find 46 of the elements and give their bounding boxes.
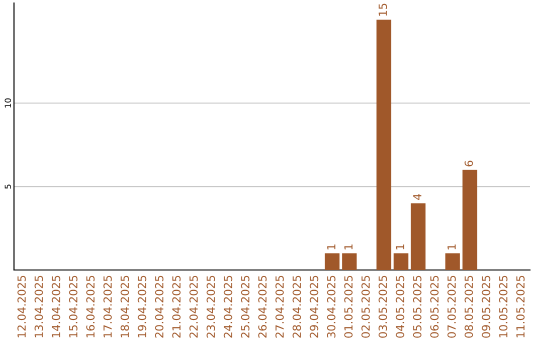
x-tick-label: 11.05.2025 [516, 276, 525, 338]
bar [410, 203, 426, 270]
x-tick-label: 26.04.2025 [258, 276, 267, 338]
x-tick-label: 29.04.2025 [310, 276, 318, 338]
x-tick-label: 18.04.2025 [120, 276, 130, 338]
x-tick-label: 21.04.2025 [172, 276, 181, 338]
x-tick-label: 24.04.2025 [224, 276, 232, 338]
x-tick-label: 07.05.2025 [447, 276, 456, 338]
data-label: 15 [378, 4, 388, 16]
data-label: 1 [396, 244, 404, 250]
x-tick-label: 30.04.2025 [327, 276, 336, 338]
x-tick-label: 15.04.2025 [69, 276, 78, 338]
x-tick-label: 01.05.2025 [344, 276, 353, 338]
x-tick-label: 22.04.2025 [189, 276, 198, 338]
x-tick-label: 04.05.2025 [396, 276, 404, 338]
x-tick-label: 09.05.2025 [482, 276, 490, 338]
y-tick-label: 10 [4, 98, 11, 108]
x-tick-label: 19.04.2025 [138, 276, 146, 338]
x-tick-label: 27.04.2025 [275, 276, 284, 338]
x-tick-label: 25.04.2025 [241, 276, 250, 338]
x-tick-label: 13.04.2025 [34, 276, 44, 338]
x-tick-label: 14.04.2025 [52, 276, 60, 338]
bar [462, 170, 478, 270]
x-tick-label: 17.04.2025 [103, 276, 112, 338]
bar [376, 20, 392, 270]
bar [342, 253, 357, 270]
data-label: 1 [344, 244, 352, 250]
x-tick-label: 23.04.2025 [206, 276, 216, 338]
data-label: 1 [327, 244, 336, 250]
x-tick-label: 05.05.2025 [413, 276, 422, 338]
x-tick-label: 28.04.2025 [292, 276, 302, 338]
x-tick-label: 12.04.2025 [17, 276, 26, 338]
data-label: 1 [448, 244, 456, 250]
x-tick-label: 20.04.2025 [155, 276, 164, 338]
bar [445, 253, 460, 270]
y-tick-label: 5 [4, 184, 11, 189]
x-tick-label: 08.05.2025 [464, 276, 474, 338]
bar [394, 253, 408, 270]
x-tick-label: 02.05.2025 [361, 276, 370, 338]
x-tick-label: 10.05.2025 [499, 276, 508, 338]
x-tick-label: 03.05.2025 [378, 276, 388, 338]
bar [324, 253, 340, 270]
data-label: 4 [413, 194, 422, 200]
data-label: 6 [464, 160, 474, 166]
x-tick-label: 16.04.2025 [86, 276, 95, 338]
x-tick-label: 06.05.2025 [430, 276, 439, 338]
